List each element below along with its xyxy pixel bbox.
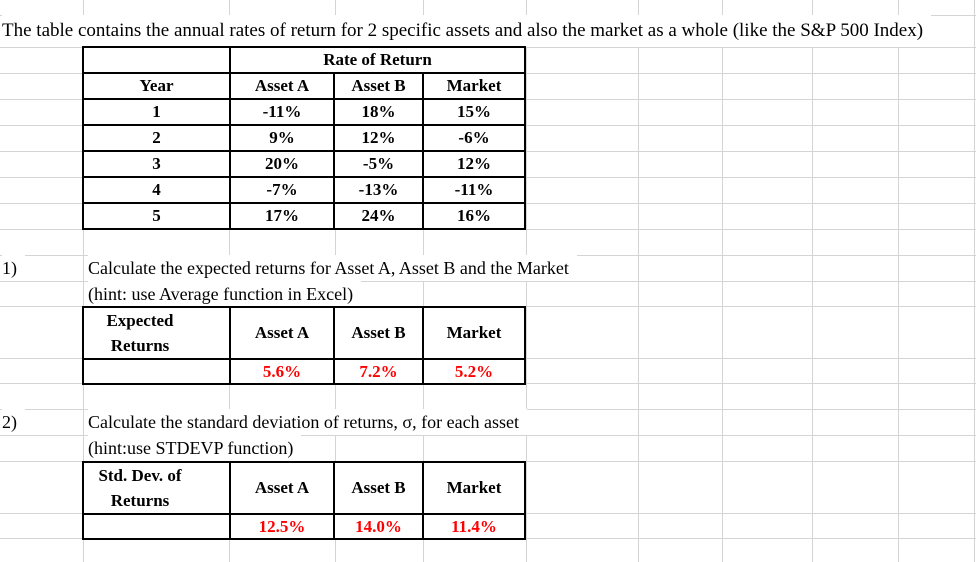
cell-title[interactable]: The table contains the annual rates of r… xyxy=(2,15,932,47)
std-dev-asset-b[interactable]: 14.0% xyxy=(333,513,424,540)
table-row: Rate of Return xyxy=(82,46,526,74)
market-cell[interactable]: 16% xyxy=(422,202,526,230)
asset-b-cell[interactable]: 24% xyxy=(333,202,424,230)
asset-b-cell[interactable]: 12% xyxy=(333,124,424,152)
asset-a-cell[interactable]: 9% xyxy=(229,124,335,152)
asset-a-cell[interactable]: -7% xyxy=(229,176,335,204)
asset-a-cell[interactable]: -11% xyxy=(229,98,335,126)
gridline-vertical xyxy=(974,0,975,562)
year-cell[interactable]: 5 xyxy=(82,202,231,230)
year-cell[interactable]: 3 xyxy=(82,150,231,178)
year-cell[interactable]: 2 xyxy=(82,124,231,152)
section2-number[interactable]: 2) xyxy=(2,409,25,435)
col-header-year[interactable]: Year xyxy=(82,72,231,100)
year-cell[interactable]: 4 xyxy=(82,176,231,204)
asset-b-cell[interactable]: -5% xyxy=(333,150,424,178)
empty-cell[interactable] xyxy=(82,46,231,74)
empty-cell[interactable] xyxy=(82,513,231,540)
col-header-asset-b[interactable]: Asset B xyxy=(333,461,424,515)
expected-return-asset-a[interactable]: 5.6% xyxy=(229,358,335,385)
col-header-market[interactable]: Market xyxy=(422,306,526,360)
expected-returns-table: Expected Returns Asset A Asset B Market … xyxy=(82,306,526,385)
table-header-row: Expected Returns Asset A Asset B Market xyxy=(82,306,526,360)
table-row: 1 -11% 18% 15% xyxy=(82,98,526,126)
asset-a-cell[interactable]: 17% xyxy=(229,202,335,230)
empty-cell[interactable] xyxy=(82,358,231,385)
market-cell[interactable]: 12% xyxy=(422,150,526,178)
table-row: 2 9% 12% -6% xyxy=(82,124,526,152)
rate-of-return-header[interactable]: Rate of Return xyxy=(229,46,526,74)
table-row: 4 -7% -13% -11% xyxy=(82,176,526,204)
gridline-vertical xyxy=(638,0,639,562)
col-header-market[interactable]: Market xyxy=(422,461,526,515)
asset-b-cell[interactable]: -13% xyxy=(333,176,424,204)
table-header-row: Std. Dev. of Returns Asset A Asset B Mar… xyxy=(82,461,526,515)
market-cell[interactable]: 15% xyxy=(422,98,526,126)
expected-returns-label-text: Expected Returns xyxy=(106,311,174,355)
std-dev-market[interactable]: 11.4% xyxy=(422,513,526,540)
section1-number[interactable]: 1) xyxy=(2,255,25,281)
col-header-asset-a[interactable]: Asset A xyxy=(229,461,335,515)
std-dev-label[interactable]: Std. Dev. of Returns xyxy=(82,461,231,515)
market-cell[interactable]: -6% xyxy=(422,124,526,152)
section2-instruction[interactable]: Calculate the standard deviation of retu… xyxy=(88,409,528,435)
std-dev-label-text: Std. Dev. of Returns xyxy=(98,466,182,510)
section1-hint[interactable]: (hint: use Average function in Excel) xyxy=(88,281,362,307)
asset-a-cell[interactable]: 20% xyxy=(229,150,335,178)
expected-return-asset-b[interactable]: 7.2% xyxy=(333,358,424,385)
table-row: 3 20% -5% 12% xyxy=(82,150,526,178)
table-row: 5.6% 7.2% 5.2% xyxy=(82,358,526,385)
std-dev-asset-a[interactable]: 12.5% xyxy=(229,513,335,540)
table-row: 12.5% 14.0% 11.4% xyxy=(82,513,526,540)
col-header-asset-a[interactable]: Asset A xyxy=(229,72,335,100)
asset-b-cell[interactable]: 18% xyxy=(333,98,424,126)
expected-return-market[interactable]: 5.2% xyxy=(422,358,526,385)
returns-table: Rate of Return Year Asset A Asset B Mark… xyxy=(82,46,526,230)
gridline-vertical xyxy=(722,0,723,562)
table-row: 5 17% 24% 16% xyxy=(82,202,526,230)
table-header-row: Year Asset A Asset B Market xyxy=(82,72,526,100)
year-cell[interactable]: 1 xyxy=(82,98,231,126)
col-header-asset-b[interactable]: Asset B xyxy=(333,306,424,360)
section1-instruction[interactable]: Calculate the expected returns for Asset… xyxy=(88,255,577,281)
market-cell[interactable]: -11% xyxy=(422,176,526,204)
gridline-vertical xyxy=(526,0,527,562)
col-header-market[interactable]: Market xyxy=(422,72,526,100)
std-dev-table: Std. Dev. of Returns Asset A Asset B Mar… xyxy=(82,461,526,540)
gridline-vertical xyxy=(898,0,899,562)
gridline-vertical xyxy=(812,0,813,562)
col-header-asset-a[interactable]: Asset A xyxy=(229,306,335,360)
col-header-asset-b[interactable]: Asset B xyxy=(333,72,424,100)
section2-hint[interactable]: (hint:use STDEVP function) xyxy=(88,435,302,461)
expected-returns-label[interactable]: Expected Returns xyxy=(82,306,231,360)
